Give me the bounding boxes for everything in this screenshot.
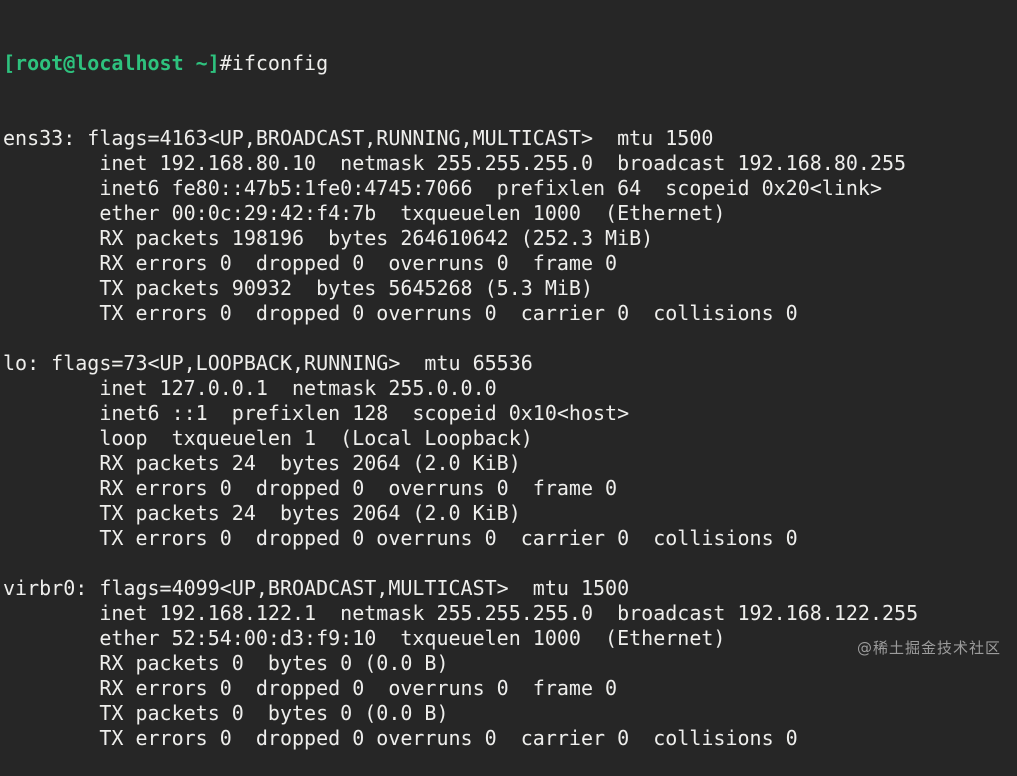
terminal-line: inet6 ::1 prefixlen 128 scopeid 0x10<hos…	[3, 401, 630, 425]
terminal-line: ether 52:54:00:d3:f9:10 txqueuelen 1000 …	[3, 626, 726, 650]
prompt-hash: #	[219, 51, 232, 75]
prompt-line: [root@localhost ~]#ifconfig	[3, 51, 1017, 76]
terminal-line: RX errors 0 dropped 0 overruns 0 frame 0	[3, 476, 618, 500]
terminal-line: inet 192.168.80.10 netmask 255.255.255.0…	[3, 151, 907, 175]
terminal-line: RX packets 198196 bytes 264610642 (252.3…	[3, 226, 654, 250]
terminal-line: TX packets 0 bytes 0 (0.0 B)	[3, 701, 449, 725]
terminal-line: loop txqueuelen 1 (Local Loopback)	[3, 426, 533, 450]
terminal-screen[interactable]: [root@localhost ~]#ifconfig ens33: flags…	[0, 0, 1017, 750]
terminal-line: virbr0: flags=4099<UP,BROADCAST,MULTICAS…	[3, 576, 630, 600]
terminal-line: ens33: flags=4163<UP,BROADCAST,RUNNING,M…	[3, 126, 714, 150]
terminal-line: ether 00:0c:29:42:f4:7b txqueuelen 1000 …	[3, 201, 726, 225]
terminal-line: TX errors 0 dropped 0 overruns 0 carrier…	[3, 526, 798, 550]
terminal-line: TX errors 0 dropped 0 overruns 0 carrier…	[3, 726, 798, 750]
terminal-line: lo: flags=73<UP,LOOPBACK,RUNNING> mtu 65…	[3, 351, 533, 375]
terminal-line: RX errors 0 dropped 0 overruns 0 frame 0	[3, 251, 618, 275]
prompt-user-host: [root@localhost ~]	[3, 51, 220, 75]
interface-output-ens33: ens33: flags=4163<UP,BROADCAST,RUNNING,M…	[3, 126, 1017, 326]
terminal-line: inet6 fe80::47b5:1fe0:4745:7066 prefixle…	[3, 176, 882, 200]
terminal-line: inet 127.0.0.1 netmask 255.0.0.0	[3, 376, 497, 400]
terminal-line: TX errors 0 dropped 0 overruns 0 carrier…	[3, 301, 798, 325]
prompt-command: ifconfig	[231, 51, 329, 75]
terminal-line: RX errors 0 dropped 0 overruns 0 frame 0	[3, 676, 618, 700]
terminal-line: RX packets 24 bytes 2064 (2.0 KiB)	[3, 451, 521, 475]
terminal-line: TX packets 24 bytes 2064 (2.0 KiB)	[3, 501, 521, 525]
interface-output-lo: lo: flags=73<UP,LOOPBACK,RUNNING> mtu 65…	[3, 351, 1017, 551]
terminal-line: inet 192.168.122.1 netmask 255.255.255.0…	[3, 601, 919, 625]
watermark: @稀土掘金技术社区	[856, 639, 1001, 657]
terminal-line: TX packets 90932 bytes 5645268 (5.3 MiB)	[3, 276, 594, 300]
interface-output-virbr0: virbr0: flags=4099<UP,BROADCAST,MULTICAS…	[3, 576, 1017, 751]
